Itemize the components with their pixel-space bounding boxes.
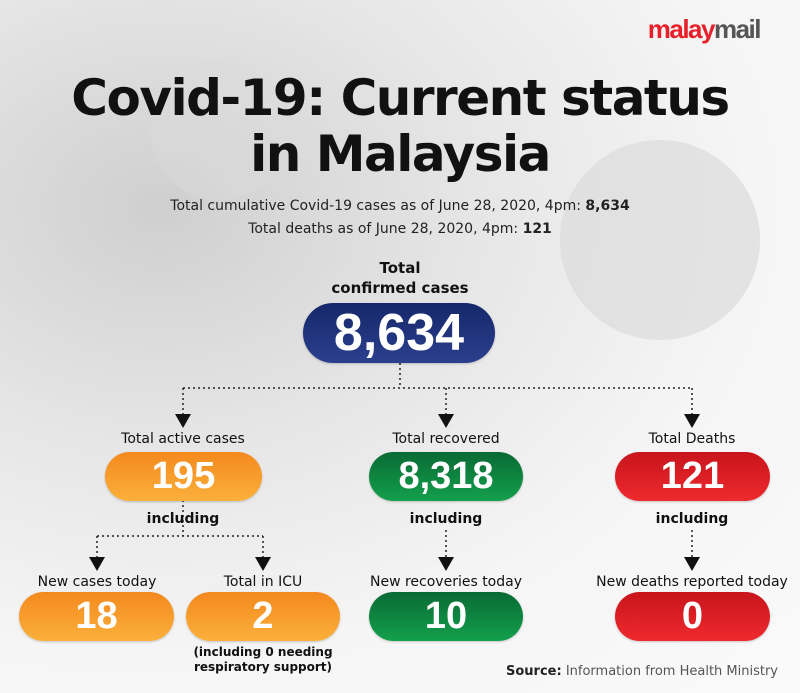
recovered-label: Total recovered [392,431,500,447]
icu-pill: 2 [186,592,340,641]
icu-note-1: (including 0 needing [193,645,333,659]
icu-note-2: respiratory support) [193,660,333,674]
new-cases-label: New cases today [37,574,157,590]
title-line1: Covid-19: Current status [71,69,730,127]
deaths-including: including [655,511,729,527]
subtitle-deaths: Total deaths as of June 28, 2020, 4pm: 1… [248,221,552,237]
deaths-pill: 121 [615,452,770,501]
arrow-icon [255,557,271,571]
arrow-icon [438,414,454,428]
icu-label: Total in ICU [223,574,303,590]
new-deaths-pill: 0 [615,592,770,641]
new-cases-pill: 18 [19,592,174,641]
title-line2: in Malaysia [250,125,551,183]
arrow-icon [89,557,105,571]
virus-background-graphic [150,60,290,200]
recovered-including: including [409,511,483,527]
malaymail-logo: malaymail [647,14,762,44]
new-recoveries-pill: 10 [369,592,523,641]
recovered-pill: 8,318 [369,452,523,501]
new-recoveries-label: New recoveries today [369,574,523,590]
active-label: Total active cases [121,431,245,447]
arrow-icon [684,557,700,571]
arrow-icon [175,414,191,428]
new-deaths-label: New deaths reported today [596,574,788,590]
active-pill: 195 [105,452,262,501]
active-including: including [146,511,220,527]
total-confirmed-pill: 8,634 [303,303,495,363]
total-label-1: Total [379,259,421,277]
virus-background-graphic [560,140,760,340]
deaths-label: Total Deaths [648,431,736,447]
total-label-2: confirmed cases [331,279,469,297]
arrow-icon [684,414,700,428]
arrow-icon [438,557,454,571]
subtitle-cumulative: Total cumulative Covid-19 cases as of Ju… [170,198,630,214]
source-credit: Source: Information from Health Ministry [506,664,778,679]
